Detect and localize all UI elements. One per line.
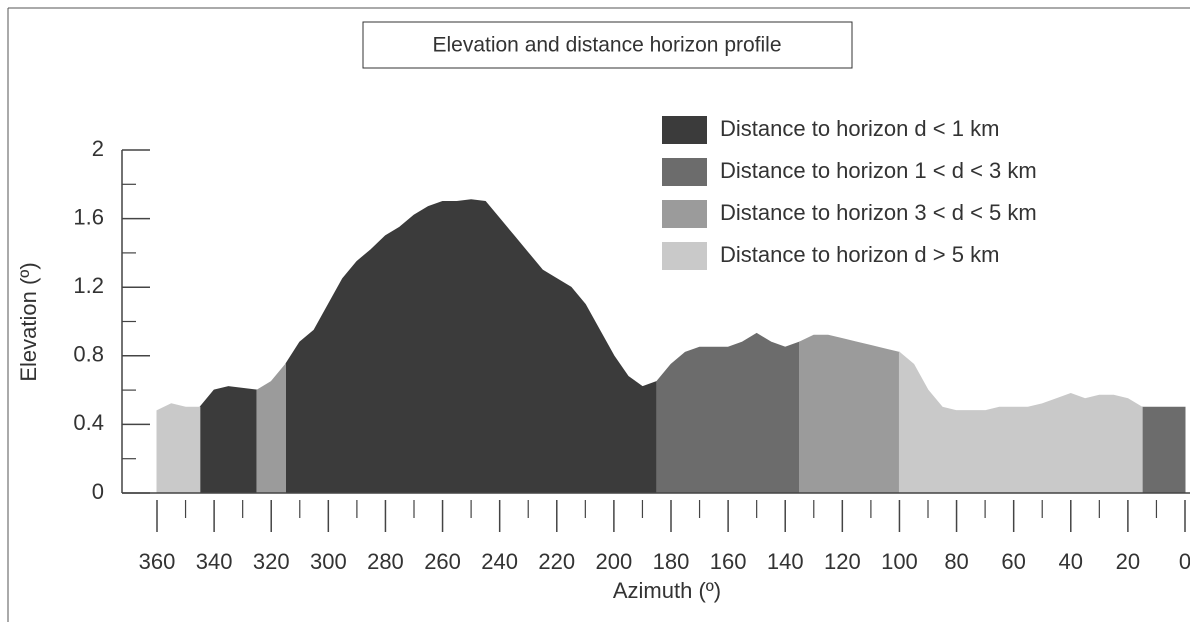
area-segment bbox=[1141, 406, 1186, 494]
y-tick-label: 0.8 bbox=[73, 342, 104, 367]
x-tick-label: 180 bbox=[653, 549, 690, 574]
y-tick-label: 1.2 bbox=[73, 273, 104, 298]
x-tick-label: 20 bbox=[1116, 549, 1140, 574]
x-tick-label: 260 bbox=[424, 549, 461, 574]
legend-label: Distance to horizon d < 1 km bbox=[720, 116, 999, 141]
area-segment bbox=[656, 332, 800, 494]
y-tick-label: 2 bbox=[92, 136, 104, 161]
x-tick-label: 200 bbox=[596, 549, 633, 574]
legend-label: Distance to horizon 1 < d < 3 km bbox=[720, 158, 1037, 183]
legend-swatch bbox=[662, 200, 707, 228]
area-segment bbox=[199, 386, 258, 494]
x-tick-label: 120 bbox=[824, 549, 861, 574]
area-segment bbox=[285, 199, 658, 494]
y-axis-label: Elevation (º) bbox=[16, 262, 41, 381]
legend-label: Distance to horizon 3 < d < 5 km bbox=[720, 200, 1037, 225]
legend-swatch bbox=[662, 116, 707, 144]
y-tick-label: 1.6 bbox=[73, 204, 104, 229]
x-tick-label: 140 bbox=[767, 549, 804, 574]
x-tick-label: 320 bbox=[253, 549, 290, 574]
y-tick-label: 0.4 bbox=[73, 410, 104, 435]
area-segment bbox=[156, 403, 201, 494]
x-tick-label: 160 bbox=[710, 549, 747, 574]
legend-swatch bbox=[662, 158, 707, 186]
x-tick-label: 340 bbox=[196, 549, 233, 574]
area-segment bbox=[898, 351, 1143, 494]
x-tick-label: 0 bbox=[1179, 549, 1190, 574]
area-segment bbox=[799, 334, 900, 494]
x-tick-label: 240 bbox=[481, 549, 518, 574]
x-axis-label: Azimuth (º) bbox=[613, 578, 721, 603]
y-tick-label: 0 bbox=[92, 479, 104, 504]
x-tick-label: 220 bbox=[538, 549, 575, 574]
legend-swatch bbox=[662, 242, 707, 270]
x-tick-label: 80 bbox=[944, 549, 968, 574]
x-tick-label: 60 bbox=[1001, 549, 1025, 574]
title-box bbox=[362, 21, 853, 69]
x-tick-label: 40 bbox=[1059, 549, 1083, 574]
chart-title: Elevation and distance horizon profile bbox=[432, 34, 781, 57]
x-tick-label: 360 bbox=[139, 549, 176, 574]
x-tick-label: 280 bbox=[367, 549, 404, 574]
area-segment bbox=[256, 362, 286, 494]
legend-label: Distance to horizon d > 5 km bbox=[720, 242, 999, 267]
x-tick-label: 300 bbox=[310, 549, 347, 574]
x-tick-label: 100 bbox=[881, 549, 918, 574]
